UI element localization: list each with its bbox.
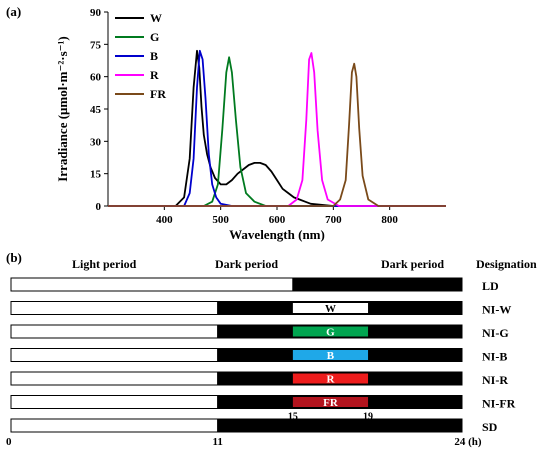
designation-label: LD [482, 279, 499, 293]
timeline-row-ni-r: R NI-R [10, 371, 508, 387]
designation-label: NI-B [482, 350, 507, 364]
designation-label: NI-R [482, 373, 508, 387]
spectrum-chart: 0 15 30 45 60 75 90 400 500 600 700 800 Wavelength (… [55, 7, 446, 242]
night-interruption-segment [292, 350, 369, 360]
night-interruption-segment [292, 326, 369, 337]
y-tick-label: 15 [90, 169, 102, 181]
designation-label: NI-G [482, 326, 509, 340]
series-line-g [108, 56, 446, 207]
y-tick-label: 90 [90, 7, 102, 19]
y-tick-label: 45 [90, 104, 102, 116]
photoperiod-chart: Light period Dark period Dark period Design… [6, 257, 537, 448]
night-interruption-label: R [326, 374, 335, 386]
header-designation: Designation [476, 257, 537, 271]
designation-label: NI-FR [482, 397, 516, 411]
light-segment [10, 418, 219, 433]
night-interruption-label: G [326, 327, 335, 339]
panel-b-label: (b) [6, 250, 22, 265]
header-dark-period-1: Dark period [215, 257, 278, 271]
dark-segment [217, 418, 463, 433]
header-light-period: Light period [72, 257, 137, 271]
header-dark-period-2: Dark period [381, 257, 444, 271]
y-tick-label: 30 [90, 136, 102, 148]
timeline-row-ld: LD [10, 277, 499, 293]
legend-label-fr: FR [150, 87, 166, 101]
x-tick-label: 700 [325, 214, 342, 226]
series-line-fr [108, 62, 446, 207]
light-segment [10, 371, 219, 386]
legend-label-r: R [150, 68, 159, 82]
light-segment [10, 301, 219, 315]
dark-segment [292, 277, 463, 292]
y-tick-label: 60 [90, 72, 102, 84]
timeline-row-ni-g: G NI-G [10, 324, 509, 340]
x-tick-label: 800 [381, 214, 398, 226]
series-line-r [108, 52, 446, 207]
timeline-row-ni-w: W NI-W [10, 301, 511, 317]
timeline-row-ni-fr: FR NI-FR [10, 395, 516, 411]
x-tick-label: 400 [156, 214, 173, 226]
y-tick-label: 75 [90, 39, 102, 51]
legend-label-b: B [150, 49, 158, 63]
legend-label-g: G [150, 30, 159, 44]
x-axis-label: Wavelength (nm) [229, 227, 325, 242]
night-interruption-label: FR [323, 397, 339, 409]
time-axis-label-0: 0 [6, 436, 12, 448]
light-segment [10, 348, 219, 362]
designation-label: NI-W [482, 303, 511, 317]
x-tick-label: 500 [212, 214, 229, 226]
timeline-row-ni-b: B NI-B [10, 348, 507, 364]
night-interruption-label: B [327, 350, 335, 362]
night-interruption-segment [292, 373, 369, 384]
legend-label-w: W [150, 11, 162, 25]
designation-label: SD [482, 420, 498, 434]
y-axis-label: Irradiance (μmol·m⁻²·s⁻¹) [55, 36, 70, 182]
time-axis-label-11: 11 [213, 436, 223, 448]
x-tick-label: 600 [269, 214, 286, 226]
night-interruption-label: W [325, 303, 336, 315]
break-label-19: 19 [363, 412, 373, 423]
light-segment [10, 277, 294, 292]
series-line-b [108, 49, 446, 207]
y-tick-label: 0 [96, 201, 102, 213]
break-label-15: 15 [288, 412, 298, 423]
panel-a-label: (a) [6, 4, 21, 19]
light-segment [10, 324, 219, 339]
timeline-row-sd: SD [10, 418, 498, 434]
light-segment [10, 395, 219, 409]
night-interruption-segment [292, 303, 369, 313]
night-interruption-segment [292, 397, 369, 407]
series-line-w [108, 49, 446, 207]
time-axis-label-24-h: 24 (h) [454, 436, 482, 448]
